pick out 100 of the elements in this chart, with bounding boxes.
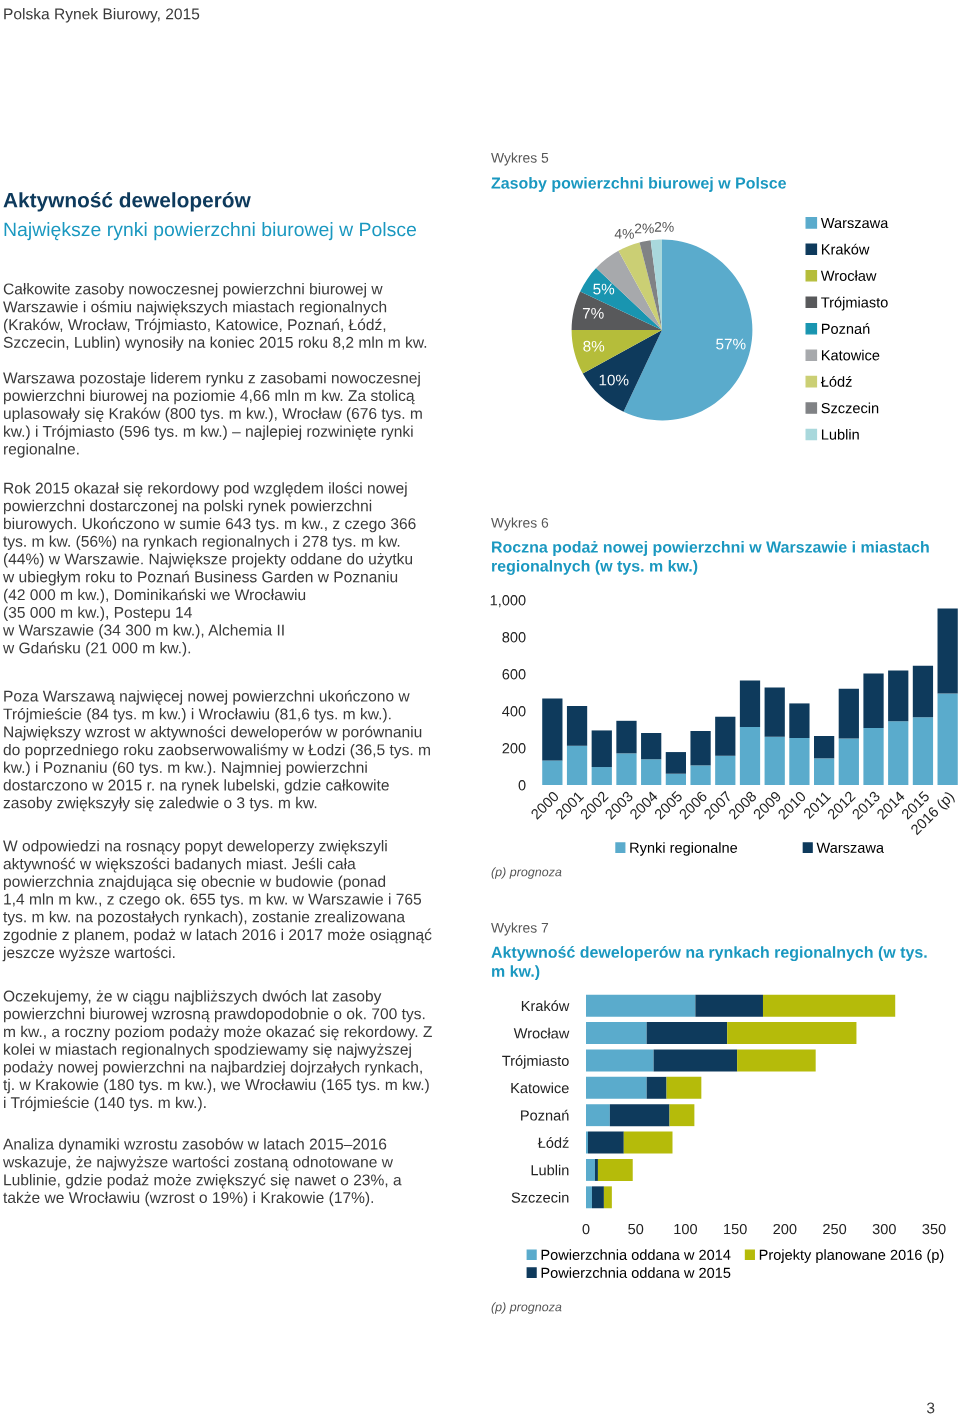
text: Polska Rynek Biurowy, 2015 [4,8,200,23]
bar [594,1158,598,1181]
y-tick-label: Lublin [531,1164,569,1176]
text: Aktywność deweloperów [3,192,251,212]
text: Największe rynki powierzchni biurowej w Polsce [4,222,417,241]
bar [789,738,810,785]
bar [764,687,785,737]
bar [591,1186,604,1209]
bar [646,1022,728,1045]
text: (p) prognoza [491,867,562,879]
y-tick-label: Katowice [511,1082,569,1094]
pie-slice [639,240,662,330]
pie-slice [618,242,662,330]
legend-label: Poznań [821,323,870,334]
legend-label: Warszawa [820,217,889,229]
bar [888,721,909,785]
bar [937,608,958,694]
text: Warszawa pozostaje liderem rynku z zasobami nowoczesnej powierzchni biurowej na poziomie 4,66 mln m kw. Za stolicą uplasowały się Kraków (800 tys. m kw.), Wrocław (676 tys. m kw.) i Trójmiasto (596 tys. m kw.) – najlepiej rozwinięte rynki regionalne. [3,372,422,458]
bar [739,680,761,728]
bar [912,717,934,785]
data-label: 2% [634,223,654,234]
legend-label: Katowice [821,349,880,361]
y-tick-label: 200 [502,743,526,754]
data-label: 4% [614,228,634,239]
bar [863,728,884,785]
bar [937,693,958,785]
bar [665,752,687,774]
text: Oczekujemy, że w ciągu najbliższych dwóch lat zasoby powierzchni biurowej wzrosną prawdopodobnie o ok. 700 tys. m kw., a roczny poziom podaży może okazać się rekordowy. Z kolei w miastach regionalnych spodziewamy się najwyższej podaży nowej powierzchni na najbardziej dojrzałych rynkach, tj. w Krakowie (180 tys. m kw.), we Wrocławiu (165 tys. m kw.) i Trójmieście (140 tys. m kw.). [3,990,432,1112]
y-tick-label: Kraków [521,1000,570,1012]
bar [566,706,588,746]
x-tick-label: 350 [922,1223,946,1235]
bar [566,745,588,785]
legend-label: Powierzchnia oddana w 2014 [541,1249,731,1260]
bar [591,767,612,785]
chart-subtitle: Wykres 5 [491,152,549,166]
bar [695,994,763,1017]
bar [597,1158,633,1181]
x-tick-label: 100 [674,1223,698,1235]
bar [739,727,761,785]
y-tick-label: 1,000 [490,595,526,608]
bar [616,720,637,754]
bar [863,673,884,729]
y-tick-label: Łódź [537,1137,569,1148]
chart-title: Roczna podaż nowej powierzchni w Warszawie i miastach regionalnych (w tys. m kw.) [492,541,929,575]
bar [715,755,736,785]
y-tick-label: 600 [502,669,526,680]
text: Poza Warszawą najwięcej nowej powierzchni ukończono w Trójmieście (84 tys. m kw.) i Wrocławiu (81,6 tys. m kw.). Największy wzrost w aktywności deweloperów w porównaniu do poprzedniego roku zaobserwowaliśmy w Łodzi (36,5 tys. m kw.) i Poznaniu (60 tys. m kw.). Najmniej powierzchni dostarczono w 2015 r. na rynek lubelski, gdzie całkowite zasoby zwiększyły się zaledwie o 3 tys. m kw. [3,690,430,812]
data-label: 10% [599,374,629,386]
text: W odpowiedzi na rosnący popyt deweloperzy zwiększyli aktywność w większości badanych miast. Jeśli cała powierzchnia znajdująca się obecnie w budowie (ponad 1,4 mln m kw., z czego ok. 655 tys. m kw. w Warszawie i 765 tys. m kw. na pozostałych rynkach), zostanie zrealizowana zgodnie z planem, podaż w latach 2016 i 2017 może osiągnąć jeszcze wyższe wartości. [2,840,432,962]
bar [586,1104,610,1127]
bar [542,698,563,761]
bar [586,1186,592,1209]
bar [715,716,736,756]
bar [542,760,563,785]
bar [838,688,859,739]
bar [838,738,859,785]
data-label: 2% [654,221,674,232]
bar [641,733,662,760]
x-tick-label: 300 [872,1223,896,1235]
pie-slice [580,268,662,330]
text: 3 [926,1402,935,1414]
chart-title: Zasoby powierzchni biurowej w Polsce [491,177,786,192]
bar [586,1022,647,1045]
legend-label: Warszawa [816,842,885,853]
legend-label: Rynki regionalne [630,842,738,856]
data-label: 5% [593,283,615,295]
legend-label: Kraków [821,243,870,255]
bar [727,1022,857,1045]
text: (p) prognoza [491,1302,562,1314]
chart-subtitle: Wykres 6 [491,517,549,531]
bar [641,759,662,785]
bar [587,1131,624,1154]
y-tick-label: Trójmiasto [502,1055,569,1069]
bar [764,736,785,785]
bar [646,1076,667,1099]
bar [666,1076,702,1099]
legend-label: Lublin [821,429,859,440]
y-tick-label: 400 [502,706,526,717]
bar [912,665,934,718]
bar [690,730,711,766]
text: Analiza dynamiki wzrostu zasobów w latach 2015–2016 wskazuje, że najwyższe wartości zostaną odnotowane w Lublinie, gdzie podaż może zwiększyć się nawet o 23%, a także we Wrocławiu (wzrost o 19%) i Krakowie (17%). [2,1138,402,1207]
y-tick-label: Szczecin [511,1192,569,1203]
legend-label: Projekty planowane 2016 (p) [759,1249,944,1263]
bar [813,758,835,785]
legend-label: Wrocław [820,270,877,281]
data-label: 57% [716,338,746,350]
bar [616,753,637,785]
bar [737,1049,816,1072]
data-label: 8% [583,340,605,352]
bar [789,703,810,739]
x-tick-label: 200 [773,1223,797,1235]
legend-label: Trójmiasto [821,296,888,311]
bar [586,1049,654,1072]
bar [653,1049,738,1072]
text: Rok 2015 okazał się rekordowy pod względem ilości nowej powierzchni dostarczonej na polski rynek powierzchni biurowych. Ukończono w sumie 643 tys. m kw., z czego 366 tys. m kw. (56%) na rynkach regionalnych i 278 tys. m kw. (44%) w Warszawie. Największe projekty oddane do użytku w ubiegłym roku to Poznań Business Garden w Poznaniu (42 000 m kw.), Dominikański we Wrocławiu (35 000 m kw.), Postepu 14 w Warszawie (34 300 m kw.), Alchemia II w Gdańsku (21 000 m kw.). [2,482,416,657]
legend-label: Powierzchnia oddana w 2015 [541,1267,731,1278]
bar [603,1186,612,1209]
bar [665,773,687,785]
chart-title: Aktywność deweloperów na rynkach regionalnych (w tys. m kw.) [491,946,927,981]
bar [690,765,711,785]
